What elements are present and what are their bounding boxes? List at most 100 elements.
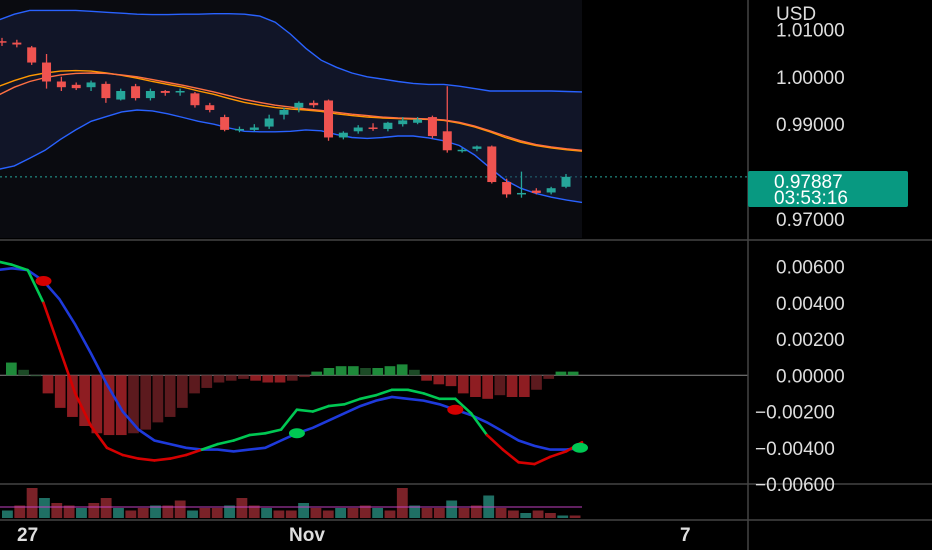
candle-body xyxy=(190,93,200,106)
candle-body xyxy=(309,102,319,106)
candle xyxy=(398,117,408,127)
macd-line-segment xyxy=(517,461,536,466)
candle-body xyxy=(220,117,230,130)
candle xyxy=(309,100,319,108)
macd-histogram-bar xyxy=(360,368,371,376)
macd-histogram-bar xyxy=(347,366,359,376)
candle-body xyxy=(101,83,111,99)
candle-body xyxy=(457,149,467,152)
candle-body xyxy=(353,127,363,132)
macd-line-segment xyxy=(58,346,77,395)
macd-histogram-bar xyxy=(152,375,164,423)
macd-line-segment xyxy=(200,442,219,451)
macd-histogram-bar xyxy=(30,375,42,377)
macd-histogram-bar xyxy=(54,375,66,408)
price-tick-label: 0.97000 xyxy=(776,210,845,231)
candle-body xyxy=(86,82,96,88)
volume-bar xyxy=(125,510,137,518)
volume-bar xyxy=(51,503,63,518)
time-axis[interactable]: 27 Nov 7 xyxy=(17,525,691,546)
candle xyxy=(338,131,348,140)
macd-line-segment xyxy=(248,432,267,437)
macd-tick-label: −0.00200 xyxy=(755,403,835,424)
macd-histogram-bar xyxy=(91,375,103,434)
macd-histogram-bar xyxy=(482,375,494,399)
volume-bar xyxy=(150,505,161,518)
candle xyxy=(131,83,141,101)
candle xyxy=(264,114,274,129)
volume-bar xyxy=(187,510,198,518)
macd-line-segment xyxy=(168,453,188,460)
macd-histogram-bar xyxy=(225,375,237,381)
volume-bar xyxy=(76,508,87,518)
volume-bar xyxy=(162,505,174,518)
volume-bar xyxy=(470,505,482,518)
macd-cross-marker xyxy=(447,404,464,415)
macd-histogram-bar xyxy=(506,375,518,397)
candle-body xyxy=(264,118,274,127)
volume-bar xyxy=(495,508,507,518)
candle xyxy=(561,173,571,189)
ma-slow-line xyxy=(0,72,583,151)
macd-histogram-bar xyxy=(299,375,310,378)
time-label-27: 27 xyxy=(17,525,38,546)
candle-body xyxy=(502,182,512,195)
macd-histogram-bar xyxy=(250,375,261,381)
macd-cross-marker xyxy=(288,428,305,439)
volume-bar xyxy=(347,508,359,518)
macd-line-segment xyxy=(184,448,204,457)
price-tick-label: 0.99000 xyxy=(776,115,845,136)
macd-line-segment xyxy=(232,433,251,442)
candle xyxy=(145,88,155,101)
macd-line-segment xyxy=(343,397,362,406)
macd-line-segment xyxy=(295,408,315,413)
candle xyxy=(160,90,170,96)
bollinger-upper-line xyxy=(0,9,583,93)
macd-line-segment xyxy=(121,453,140,460)
price-tick-label: 1.01000 xyxy=(776,20,845,41)
bollinger-lower-line xyxy=(0,109,583,204)
candle xyxy=(487,145,497,184)
price-axis[interactable]: 1.01000 1.00000 0.99000 0.97000 0.00600 0.004… xyxy=(755,20,845,496)
candle-body xyxy=(546,188,556,193)
candle xyxy=(56,76,66,91)
macd-histogram-bar xyxy=(176,375,188,408)
candle-body xyxy=(427,117,437,137)
macd-histogram-bar xyxy=(164,375,176,417)
candle-body xyxy=(561,176,571,187)
macd-histogram-bar xyxy=(115,375,127,436)
candle-body xyxy=(324,100,334,138)
signal-line xyxy=(0,266,583,453)
macd-histogram-bar xyxy=(384,366,396,376)
macd-line-segment xyxy=(0,260,14,266)
candle xyxy=(0,37,7,46)
volume-bar xyxy=(421,508,433,518)
candle-body xyxy=(205,105,215,110)
macd-line-segment xyxy=(549,450,568,459)
candle xyxy=(175,88,185,96)
volume-bar xyxy=(458,508,470,518)
macd-histogram-bar xyxy=(543,375,555,379)
candle-body xyxy=(56,81,66,88)
candle xyxy=(546,186,556,195)
volume-bar xyxy=(2,510,13,518)
macd-line-segment xyxy=(10,263,29,272)
macd-histogram-bar xyxy=(335,366,347,376)
volume-bar xyxy=(199,508,211,518)
currency-label: USD xyxy=(776,4,816,25)
volume-bar xyxy=(211,508,223,518)
candle-body xyxy=(487,146,497,183)
current-price-value: 0.97887 xyxy=(774,172,843,193)
macd-histogram-bar xyxy=(445,375,457,387)
macd-cross-marker xyxy=(35,276,52,286)
candle xyxy=(413,117,423,125)
candle-body xyxy=(27,47,37,63)
candle xyxy=(516,171,526,198)
candle xyxy=(205,102,215,113)
macd-histogram-bar xyxy=(457,375,469,394)
macd-histogram-bar xyxy=(323,368,335,376)
macd-histogram-bar xyxy=(531,375,542,390)
volume-bar xyxy=(569,515,581,518)
candle-body xyxy=(472,146,482,149)
